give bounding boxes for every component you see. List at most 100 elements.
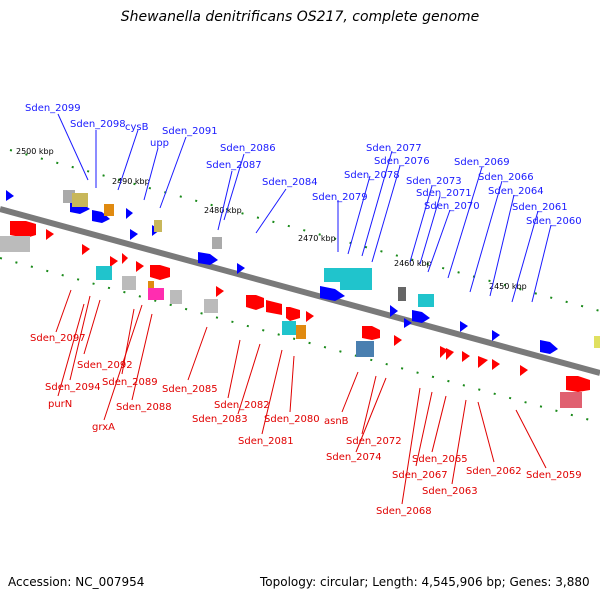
gene-label-reverse[interactable]: asnB (324, 416, 349, 427)
gene-block-grey[interactable] (398, 287, 406, 301)
gene-block-tan[interactable] (154, 220, 162, 232)
gene-block-cyan[interactable] (340, 278, 372, 290)
gene-label-reverse[interactable]: Sden_2089 (102, 377, 158, 388)
gene-block-grey[interactable] (122, 276, 136, 290)
gene-label-reverse[interactable]: Sden_2063 (422, 486, 478, 497)
reverse-gene[interactable] (110, 256, 118, 267)
scale-label: 2450 kbp (489, 282, 527, 291)
gene-label-reverse[interactable]: grxA (92, 422, 115, 433)
gene-block-grey[interactable] (170, 290, 182, 304)
gene-block-grey[interactable] (0, 236, 30, 252)
gene-block-pink[interactable] (560, 392, 582, 408)
reverse-gene[interactable] (150, 265, 170, 280)
forward-gene[interactable] (404, 318, 412, 328)
gene-label-reverse[interactable]: Sden_2074 (326, 452, 382, 463)
gene-label-reverse[interactable]: Sden_2094 (45, 382, 101, 393)
reverse-gene[interactable] (446, 348, 454, 360)
gene-label-forward[interactable]: Sden_2071 (416, 188, 472, 199)
reverse-gene[interactable] (306, 311, 314, 322)
gene-block-tan[interactable] (72, 193, 88, 207)
reverse-gene[interactable] (478, 356, 488, 368)
reverse-gene[interactable] (492, 359, 500, 370)
forward-gene[interactable] (198, 252, 218, 265)
reverse-gene[interactable] (122, 253, 128, 264)
gene-label-forward[interactable]: Sden_2064 (488, 186, 544, 197)
gene-label-reverse[interactable]: purN (48, 399, 72, 410)
gene-label-forward[interactable]: Sden_2079 (312, 192, 368, 203)
reverse-gene[interactable] (246, 295, 264, 310)
reverse-gene[interactable] (82, 244, 90, 255)
gene-block-grey[interactable] (204, 299, 218, 313)
gene-label-reverse[interactable]: Sden_2059 (526, 470, 582, 481)
gene-label-forward[interactable]: upp (150, 138, 169, 149)
gene-label-reverse[interactable]: Sden_2082 (214, 400, 270, 411)
forward-gene[interactable] (460, 321, 468, 332)
forward-genes (6, 190, 558, 354)
reverse-gene[interactable] (394, 335, 402, 346)
reverse-gene[interactable] (362, 326, 380, 340)
gene-label-forward[interactable]: Sden_2070 (424, 201, 480, 212)
forward-gene[interactable] (6, 190, 14, 201)
reverse-gene[interactable] (266, 300, 282, 315)
gene-label-reverse[interactable]: Sden_2067 (392, 470, 448, 481)
gene-label-forward[interactable]: Sden_2061 (512, 202, 568, 213)
gene-label-forward[interactable]: Sden_2099 (25, 103, 81, 114)
reverse-gene[interactable] (46, 229, 54, 240)
reverse-gene[interactable] (216, 286, 224, 297)
reverse-gene[interactable] (462, 351, 470, 362)
reverse-gene[interactable] (10, 221, 36, 238)
forward-gene[interactable] (320, 286, 345, 301)
forward-gene[interactable] (237, 263, 245, 274)
gene-label-forward[interactable]: Sden_2077 (366, 143, 422, 154)
forward-gene[interactable] (130, 229, 138, 240)
gene-label-reverse[interactable]: Sden_2080 (264, 414, 320, 425)
gene-label-forward[interactable]: Sden_2084 (262, 177, 318, 188)
gene-label-forward[interactable]: Sden_2076 (374, 156, 430, 167)
gene-block-cyan[interactable] (96, 266, 112, 280)
gene-label-reverse[interactable]: Sden_2062 (466, 466, 522, 477)
forward-gene[interactable] (492, 330, 500, 341)
gene-label-reverse[interactable]: Sden_2092 (77, 360, 133, 371)
forward-gene[interactable] (412, 310, 430, 323)
gene-label-forward[interactable]: Sden_2066 (478, 172, 534, 183)
gene-label-forward[interactable]: cysB (125, 122, 149, 133)
gene-label-forward[interactable]: Sden_2086 (220, 143, 276, 154)
gene-block-cyan[interactable] (418, 294, 434, 307)
gene-label-forward[interactable]: Sden_2098 (70, 119, 126, 130)
gene-block-grey[interactable] (212, 237, 222, 249)
gene-label-forward[interactable]: Sden_2073 (406, 176, 462, 187)
genome-summary: Topology: circular; Length: 4,545,906 bp… (260, 575, 590, 589)
forward-gene[interactable] (540, 340, 558, 354)
forward-gene[interactable] (390, 305, 398, 317)
gene-block-orange[interactable] (296, 325, 306, 339)
gene-label-forward[interactable]: Sden_2087 (206, 160, 262, 171)
gene-block-cyan[interactable] (282, 321, 296, 335)
gene-label-reverse[interactable]: Sden_2085 (162, 384, 218, 395)
genome-backbone (0, 206, 600, 376)
gene-label-reverse[interactable]: Sden_2068 (376, 506, 432, 517)
gene-label-forward[interactable]: Sden_2091 (162, 126, 218, 137)
reverse-gene[interactable] (520, 365, 528, 376)
gene-block-yellow[interactable] (594, 336, 600, 348)
gene-block-steel[interactable] (356, 341, 374, 357)
scale-label: 2470 kbp (298, 234, 336, 243)
forward-gene[interactable] (126, 208, 133, 219)
blue-leader-lines (57, 113, 552, 303)
gene-label-reverse[interactable]: Sden_2072 (346, 436, 402, 447)
gene-block-orange[interactable] (104, 204, 114, 216)
forward-gene[interactable] (92, 210, 110, 223)
gene-label-reverse[interactable]: Sden_2097 (30, 333, 86, 344)
gene-block-magenta[interactable] (148, 288, 164, 300)
gene-label-forward[interactable]: Sden_2060 (526, 216, 582, 227)
reverse-gene[interactable] (566, 376, 590, 392)
gene-label-reverse[interactable]: Sden_2088 (116, 402, 172, 413)
gene-label-reverse[interactable]: Sden_2065 (412, 454, 468, 465)
gene-block-orange[interactable] (148, 281, 154, 293)
gene-label-forward[interactable]: Sden_2069 (454, 157, 510, 168)
reverse-gene[interactable] (136, 261, 144, 272)
gene-label-forward[interactable]: Sden_2078 (344, 170, 400, 181)
gene-label-reverse[interactable]: Sden_2081 (238, 436, 294, 447)
gene-label-reverse[interactable]: Sden_2083 (192, 414, 248, 425)
reverse-gene[interactable] (286, 307, 300, 321)
